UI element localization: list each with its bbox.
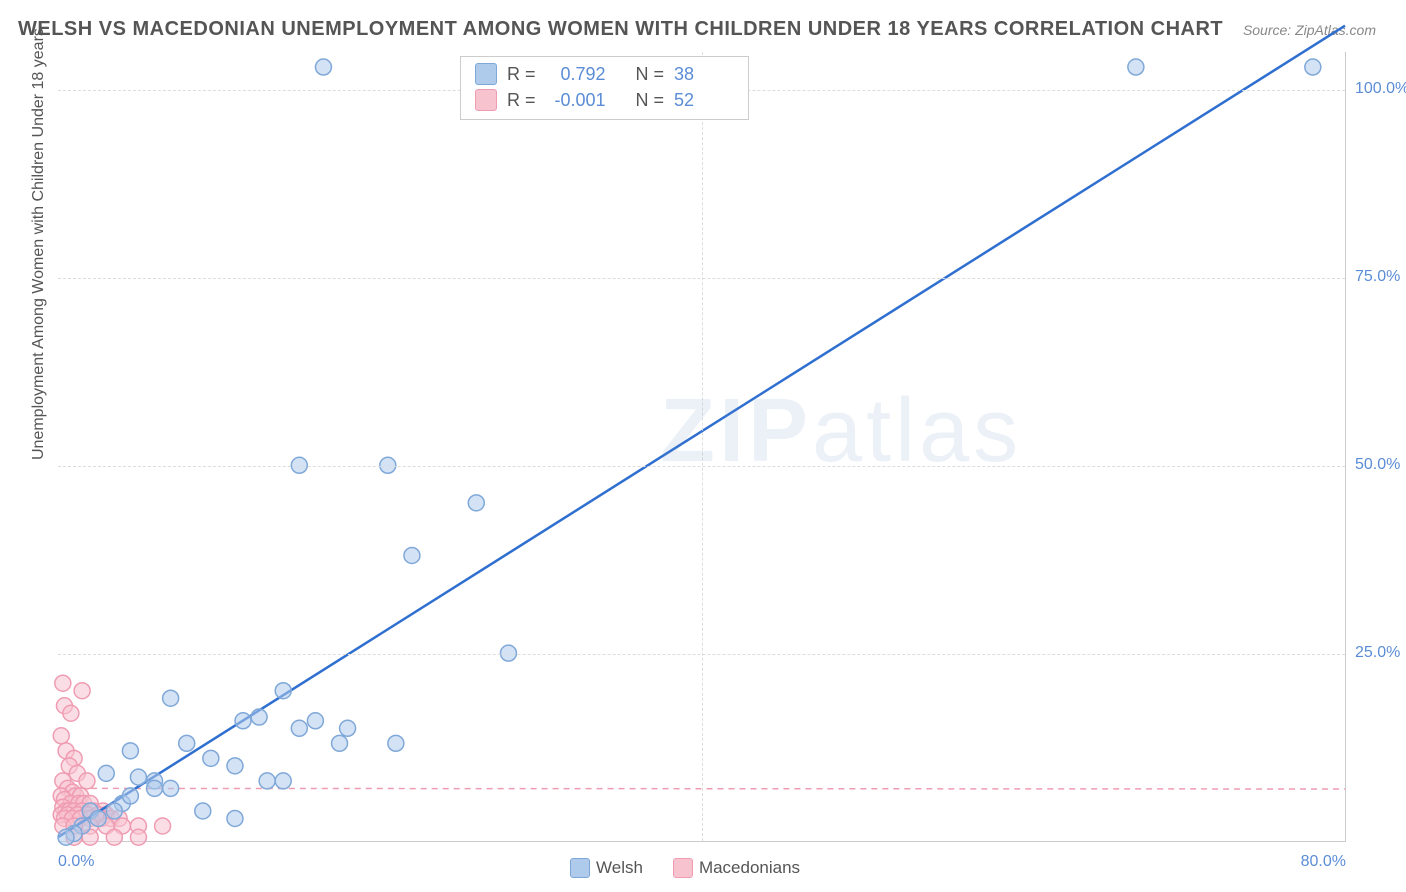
legend-label: Welsh xyxy=(596,858,643,878)
data-point-welsh xyxy=(122,788,138,804)
data-point-welsh xyxy=(179,735,195,751)
legend-item: Welsh xyxy=(570,858,643,878)
data-point-welsh xyxy=(227,810,243,826)
x-tick-label: 80.0% xyxy=(1301,853,1346,871)
data-point-welsh xyxy=(130,769,146,785)
data-point-welsh xyxy=(307,713,323,729)
data-point-welsh xyxy=(235,713,251,729)
watermark: ZIPatlas xyxy=(660,380,1022,483)
r-label: R = xyxy=(507,61,536,87)
legend-swatch xyxy=(673,858,693,878)
data-point-welsh xyxy=(404,547,420,563)
n-label: N = xyxy=(636,87,665,113)
data-point-macedonians xyxy=(155,818,171,834)
legend-item: Macedonians xyxy=(673,858,800,878)
y-axis-label: Unemployment Among Women with Children U… xyxy=(30,28,48,460)
data-point-welsh xyxy=(227,758,243,774)
data-point-welsh xyxy=(98,765,114,781)
data-point-macedonians xyxy=(74,683,90,699)
n-value: 52 xyxy=(674,87,734,113)
data-point-welsh xyxy=(147,780,163,796)
data-point-welsh xyxy=(58,829,74,845)
data-point-welsh xyxy=(259,773,275,789)
data-point-welsh xyxy=(340,720,356,736)
data-point-welsh xyxy=(291,720,307,736)
data-point-macedonians xyxy=(53,728,69,744)
legend-swatch xyxy=(475,89,497,111)
legend-swatch xyxy=(475,63,497,85)
y-tick-label: 75.0% xyxy=(1355,268,1406,286)
data-point-macedonians xyxy=(63,705,79,721)
data-point-welsh xyxy=(1128,59,1144,75)
data-point-welsh xyxy=(315,59,331,75)
data-point-welsh xyxy=(122,743,138,759)
data-point-welsh xyxy=(468,495,484,511)
data-point-welsh xyxy=(90,810,106,826)
data-point-macedonians xyxy=(55,675,71,691)
data-point-macedonians xyxy=(79,773,95,789)
stats-legend-box: R = 0.792 N = 38 R = -0.001 N = 52 xyxy=(460,56,749,120)
r-value: 0.792 xyxy=(546,61,606,87)
data-point-welsh xyxy=(163,690,179,706)
data-point-welsh xyxy=(203,750,219,766)
data-point-macedonians xyxy=(130,829,146,845)
legend-swatch xyxy=(570,858,590,878)
bottom-legend: Welsh Macedonians xyxy=(570,858,800,878)
x-tick-label: 0.0% xyxy=(58,853,94,871)
data-point-welsh xyxy=(163,780,179,796)
r-label: R = xyxy=(507,87,536,113)
n-label: N = xyxy=(636,61,665,87)
data-point-welsh xyxy=(388,735,404,751)
y-tick-label: 100.0% xyxy=(1355,80,1406,98)
y-tick-label: 50.0% xyxy=(1355,456,1406,474)
data-point-welsh xyxy=(106,803,122,819)
data-point-welsh xyxy=(332,735,348,751)
n-value: 38 xyxy=(674,61,734,87)
data-point-macedonians xyxy=(106,829,122,845)
stats-row: R = -0.001 N = 52 xyxy=(475,87,734,113)
data-point-welsh xyxy=(275,773,291,789)
data-point-welsh xyxy=(195,803,211,819)
source-label: Source: ZipAtlas.com xyxy=(1243,22,1376,38)
stats-row: R = 0.792 N = 38 xyxy=(475,61,734,87)
chart-title: WELSH VS MACEDONIAN UNEMPLOYMENT AMONG W… xyxy=(18,18,1223,41)
r-value: -0.001 xyxy=(546,87,606,113)
data-point-welsh xyxy=(1305,59,1321,75)
data-point-welsh xyxy=(275,683,291,699)
data-point-welsh xyxy=(251,709,267,725)
y-tick-label: 25.0% xyxy=(1355,644,1406,662)
legend-label: Macedonians xyxy=(699,858,800,878)
